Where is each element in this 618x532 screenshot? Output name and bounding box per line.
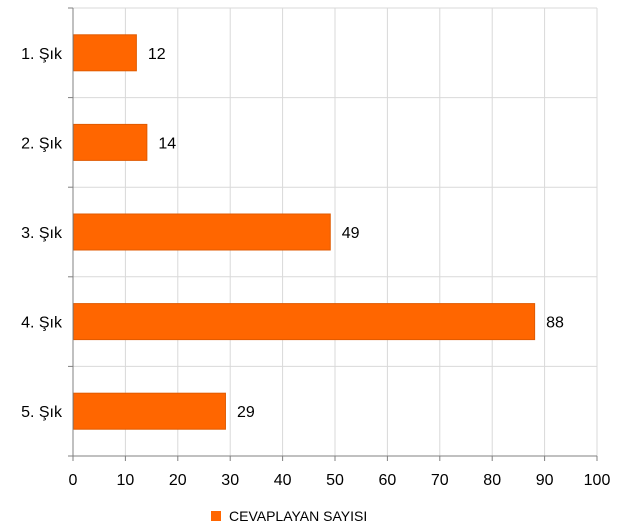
bar	[73, 303, 536, 341]
data-label: 29	[237, 404, 255, 421]
x-tick-label: 30	[221, 472, 239, 489]
grid-lines	[73, 7, 598, 456]
axes	[68, 7, 598, 461]
data-label: 88	[546, 315, 564, 332]
x-tick-label: 80	[483, 472, 501, 489]
data-label: 49	[342, 225, 360, 242]
x-tick-label: 40	[274, 472, 292, 489]
x-tick-label: 90	[536, 472, 554, 489]
category-label: 1. Şık	[21, 46, 63, 63]
legend-label: CEVAPLAYAN SAYISI	[229, 508, 367, 524]
bar	[73, 34, 137, 72]
legend-swatch	[211, 511, 221, 521]
x-tick-label: 50	[326, 472, 344, 489]
bar	[73, 392, 226, 430]
x-tick-label: 0	[69, 472, 78, 489]
labels: 0 10 20 30 40 50 60 70 80 90 100 1. Şık 12 2. Şık 14 3.…	[21, 46, 610, 489]
bars	[73, 34, 536, 430]
x-tick-label: 100	[584, 472, 611, 489]
x-tick-label: 10	[117, 472, 135, 489]
legend: CEVAPLAYAN SAYISI	[211, 508, 367, 524]
category-label: 5. Şık	[21, 404, 63, 421]
bar	[73, 123, 148, 161]
data-label: 12	[148, 46, 166, 63]
category-label: 4. Şık	[21, 315, 63, 332]
category-label: 3. Şık	[21, 225, 63, 242]
x-tick-label: 60	[379, 472, 397, 489]
bar	[73, 213, 331, 251]
category-label: 2. Şık	[21, 135, 63, 152]
x-tick-label: 70	[431, 472, 449, 489]
x-tick-label: 20	[169, 472, 187, 489]
data-label: 14	[158, 135, 176, 152]
